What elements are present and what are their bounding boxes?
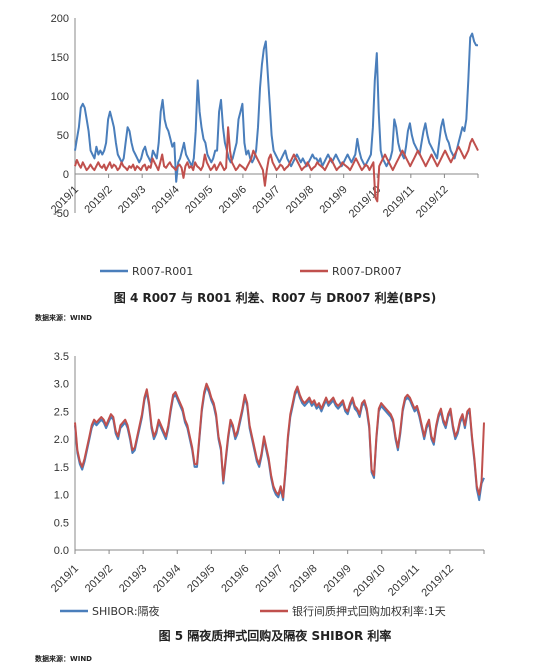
x-tick-label: 2019/12 — [419, 563, 456, 600]
x-tick-label: 2019/6 — [219, 563, 251, 595]
x-tick-label: 2019/2 — [83, 563, 115, 595]
y-tick-label: 3.5 — [54, 351, 69, 363]
x-tick-label: 2019/5 — [183, 184, 215, 216]
x-tick-label: 2019/8 — [284, 184, 316, 216]
y-tick-label: 0.5 — [54, 517, 69, 529]
y-tick-label: 3.0 — [54, 379, 69, 391]
x-tick-label: 2019/1 — [49, 563, 81, 595]
chart1-caption: 图 4 R007 与 R001 利差、R007 与 DR007 利差(BPS) — [113, 291, 437, 305]
x-tick-label: 2019/12 — [414, 184, 451, 221]
x-tick-label: 2019/7 — [253, 563, 285, 595]
legend-label-0: SHIBOR:隔夜 — [92, 604, 160, 618]
y-tick-label: 150 — [51, 52, 69, 64]
y-tick-label: -50 — [53, 208, 69, 220]
y-tick-label: 200 — [51, 13, 69, 25]
y-tick-label: 1.5 — [54, 462, 69, 474]
legend-label-1: 银行间质押式回购加权利率:1天 — [292, 604, 446, 618]
y-tick-label: 2.5 — [54, 406, 69, 418]
x-tick-label: 2019/4 — [150, 184, 182, 216]
x-tick-label: 2019/11 — [386, 563, 422, 599]
legend-label-0: R007-R001 — [132, 265, 193, 278]
x-tick-label: 2019/8 — [287, 563, 319, 595]
x-tick-label: 2019/10 — [351, 563, 388, 600]
x-tick-label: 2019/3 — [117, 563, 149, 595]
y-tick-label: 2.0 — [54, 434, 69, 446]
x-tick-label: 2019/7 — [250, 184, 282, 216]
y-tick-label: 100 — [51, 91, 69, 103]
x-tick-label: 2019/6 — [217, 184, 249, 216]
y-tick-label: 0.0 — [54, 545, 69, 557]
x-tick-label: 2019/5 — [185, 563, 217, 595]
chart2-caption: 图 5 隔夜质押式回购及隔夜 SHIBOR 利率 — [158, 629, 392, 643]
y-tick-label: 50 — [57, 130, 69, 142]
y-tick-label: 0 — [63, 169, 69, 181]
x-tick-label: 2019/3 — [116, 184, 148, 216]
x-tick-label: 2019/4 — [151, 563, 183, 595]
x-tick-label: 2019/9 — [318, 184, 350, 216]
x-tick-label: 2019/11 — [381, 184, 417, 220]
y-tick-label: 1.0 — [54, 490, 69, 502]
series-line-0 — [74, 32, 478, 183]
chart1-source: 数据来源：WIND — [35, 314, 92, 322]
legend-label-1: R007-DR007 — [332, 265, 402, 278]
x-tick-label: 2019/9 — [322, 563, 354, 595]
series-line-1 — [74, 126, 479, 203]
x-tick-label: 2019/2 — [82, 184, 114, 216]
chart2-source: 数据来源：WIND — [35, 655, 92, 663]
series-line-1 — [74, 382, 485, 499]
